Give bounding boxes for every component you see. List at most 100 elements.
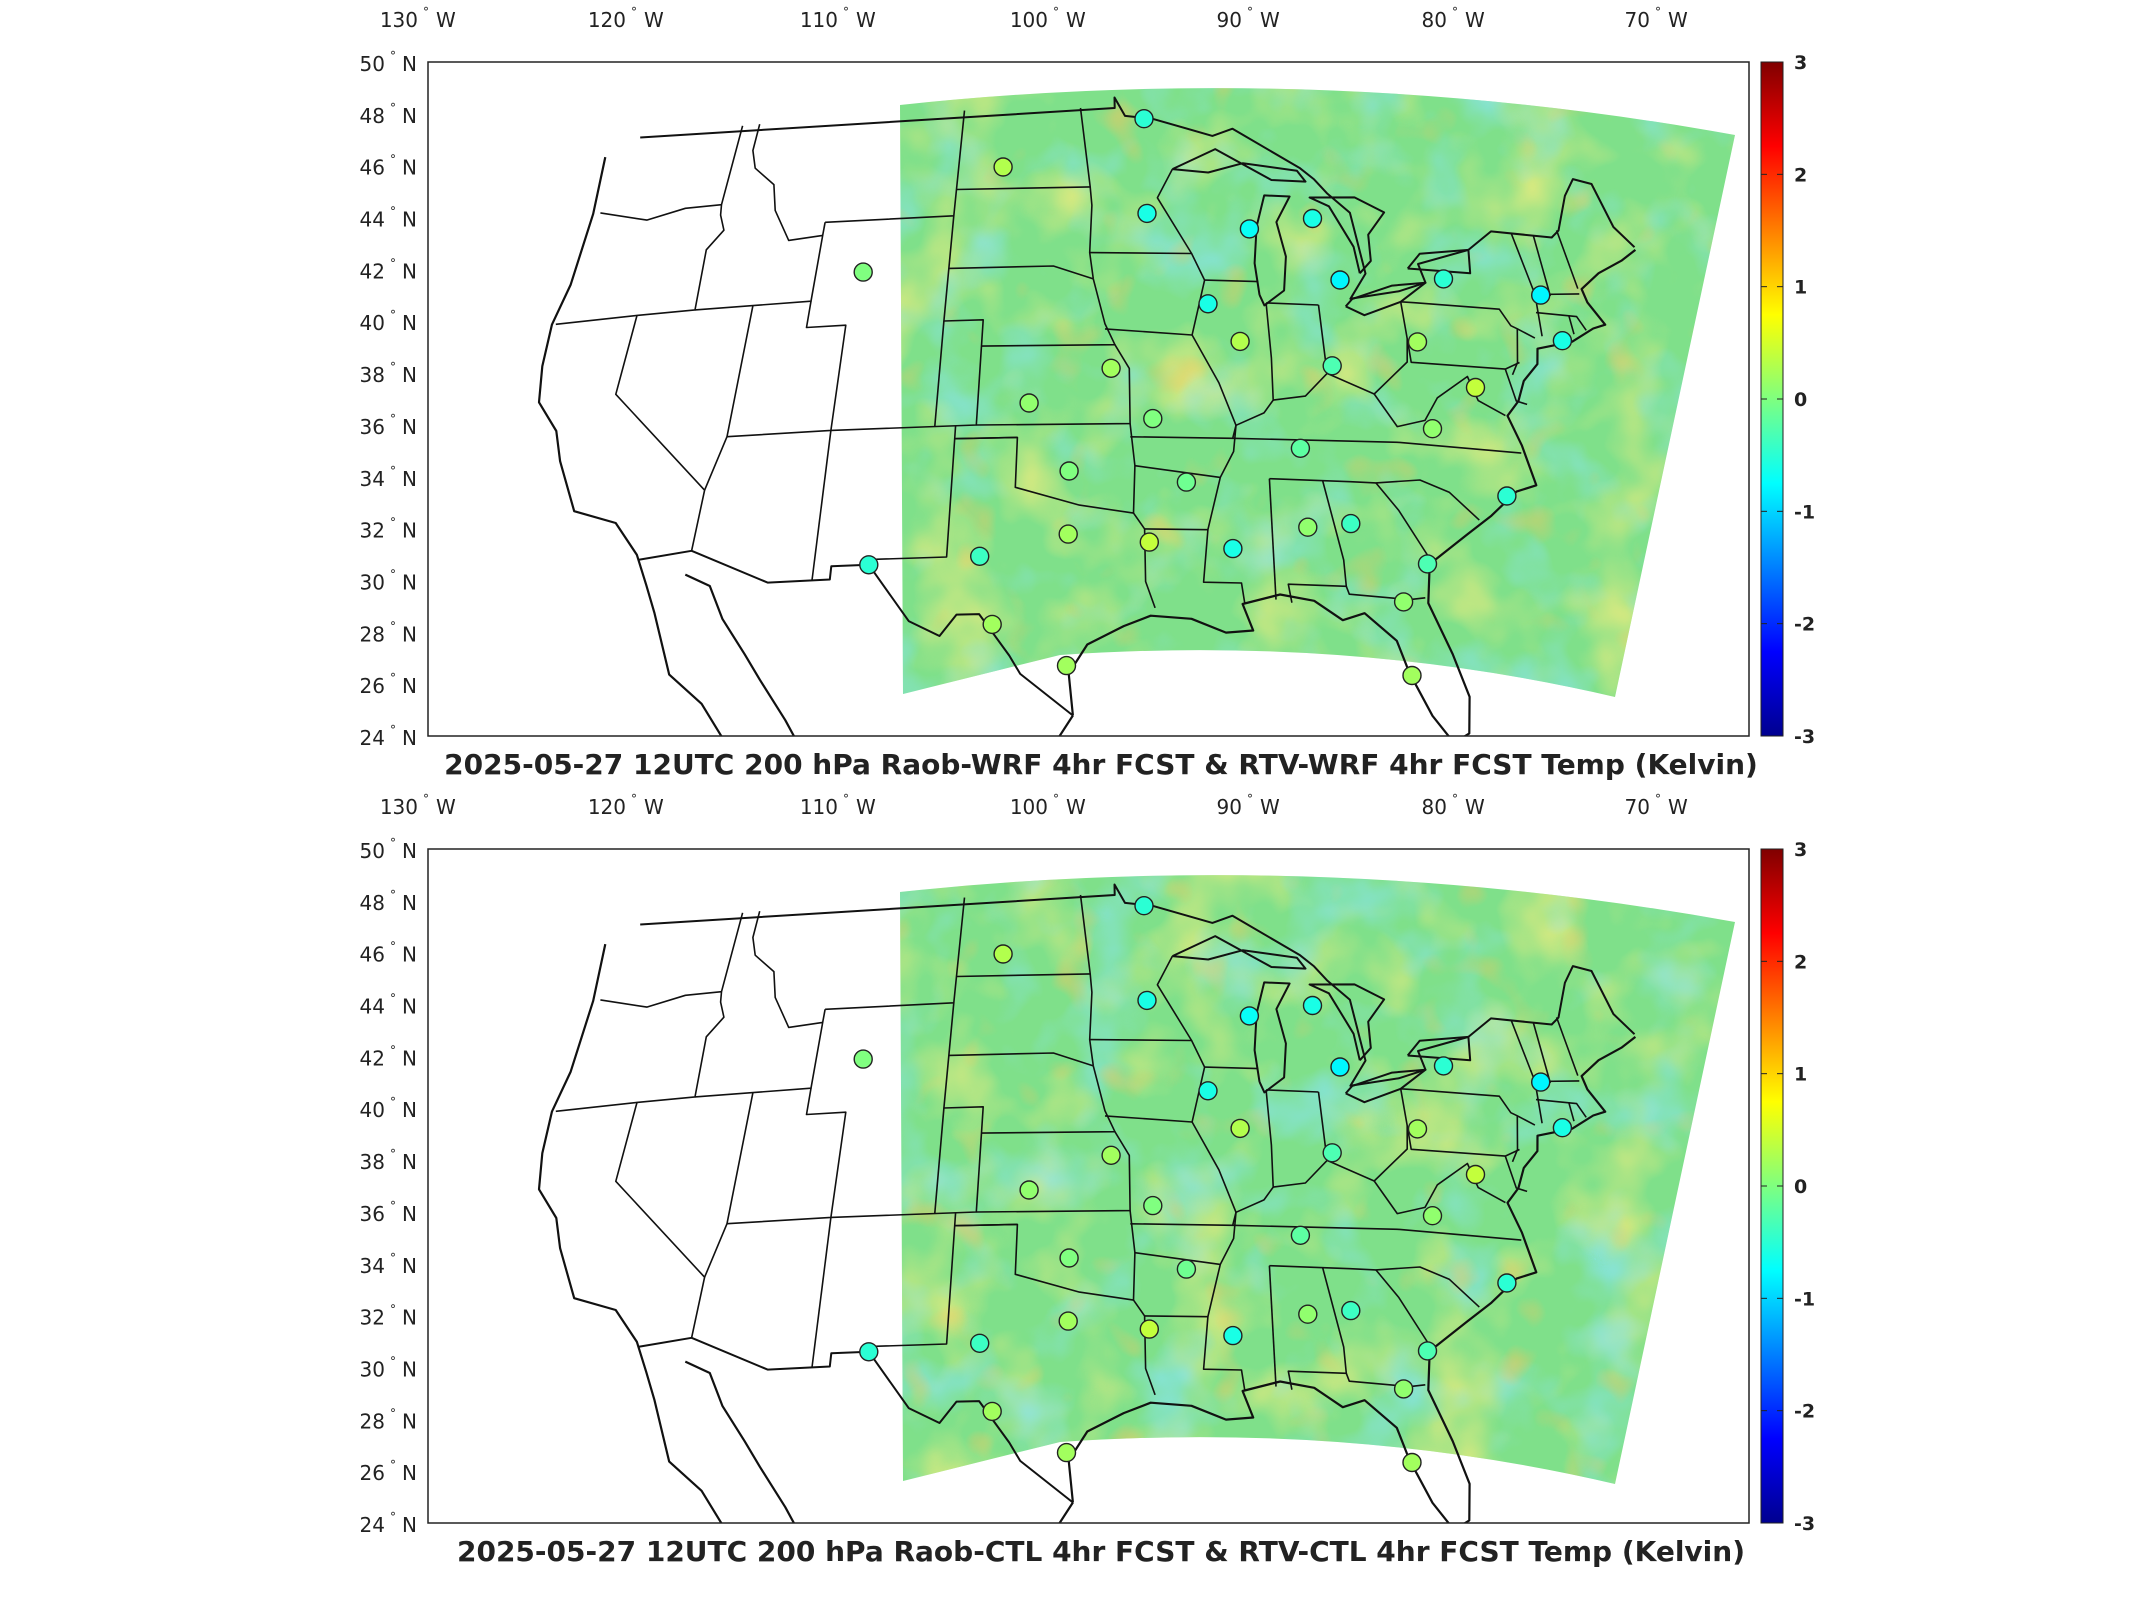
- station-marker: [859, 1342, 879, 1362]
- degree-symbol: °: [390, 723, 396, 737]
- state-boundary: [956, 186, 1091, 191]
- lon-tick-bottom-4: 90 ° W: [1217, 792, 1280, 819]
- degree-symbol: °: [390, 1510, 396, 1524]
- station-markers-top: [853, 108, 1573, 686]
- state-boundary: [811, 1217, 832, 1368]
- state-boundary: [1144, 528, 1208, 531]
- lat-tick-bottom-11: 28 ° N: [360, 1406, 417, 1433]
- station-marker: [1134, 896, 1154, 916]
- station-marker: [1407, 1119, 1428, 1139]
- lat-tick-bottom-10: 30 ° N: [360, 1354, 417, 1381]
- lat-tick-bottom-4: 42 ° N: [360, 1043, 417, 1070]
- lat-tick-value: 36: [360, 415, 385, 439]
- lon-tick-value: 110: [800, 795, 838, 819]
- station-marker: [1137, 203, 1157, 224]
- lat-tick-suffix: N: [402, 1046, 417, 1070]
- state-boundary: [1079, 107, 1095, 280]
- lon-tick-suffix: W: [1465, 795, 1485, 819]
- state-boundary: [1134, 1251, 1221, 1266]
- colorbar-tick-label: -2: [1794, 1401, 1815, 1423]
- station-marker: [1402, 665, 1422, 686]
- lat-tick-value: 48: [360, 104, 385, 128]
- state-boundary: [1232, 1224, 1522, 1241]
- station-marker: [1417, 1341, 1438, 1361]
- station-marker: [1530, 285, 1551, 305]
- station-marker: [1465, 377, 1486, 398]
- colorbar-tick-label: -3: [1794, 1513, 1815, 1535]
- state-boundary: [694, 910, 824, 1098]
- state-boundary: [1555, 1017, 1579, 1076]
- coastline-segment: [1058, 714, 1074, 736]
- station-marker: [1198, 294, 1218, 314]
- lat-tick-top-8: 34 ° N: [360, 464, 417, 491]
- station-marker: [1101, 1145, 1121, 1166]
- lat-tick-suffix: N: [402, 104, 417, 128]
- state-boundary: [1532, 1022, 1552, 1084]
- lat-tick-suffix: N: [402, 259, 417, 283]
- lat-tick-suffix: N: [402, 519, 417, 543]
- lat-tick-value: 42: [360, 1046, 385, 1070]
- degree-symbol: °: [631, 792, 637, 806]
- colorbar-tick-label: -2: [1794, 614, 1815, 636]
- state-boundary: [1326, 1088, 1408, 1182]
- state-boundary: [830, 1002, 984, 1219]
- coastline-segment: [684, 573, 796, 736]
- colorbar-tick-label: 1: [1794, 1064, 1807, 1086]
- degree-symbol: °: [390, 1303, 396, 1317]
- lon-tick-value: 110: [800, 8, 838, 32]
- state-boundary: [1266, 302, 1319, 306]
- degree-symbol: °: [390, 1458, 396, 1472]
- state-boundary: [976, 1131, 1131, 1213]
- state-boundary: [1535, 1098, 1587, 1118]
- colorbar-tick-label: -1: [1794, 1288, 1815, 1310]
- lon-tick-value: 90: [1217, 795, 1242, 819]
- lat-tick-suffix: N: [402, 1357, 417, 1381]
- state-boundary: [956, 973, 1091, 978]
- lon-tick-suffix: W: [1668, 795, 1688, 819]
- lat-tick-bottom-3: 44 ° N: [360, 992, 417, 1019]
- station-marker: [1239, 219, 1260, 239]
- lat-tick-suffix: N: [402, 1513, 417, 1537]
- degree-symbol: °: [390, 464, 396, 478]
- lon-tick-top-4: 90 ° W: [1217, 5, 1280, 32]
- station-marker: [1422, 419, 1443, 439]
- border-segment: [1253, 194, 1291, 307]
- station-marker: [1298, 517, 1318, 537]
- colorbar-tick-label: 2: [1794, 164, 1807, 186]
- station-marker: [1058, 1311, 1078, 1331]
- lat-tick-top-5: 40 ° N: [360, 308, 417, 335]
- degree-symbol: °: [390, 516, 396, 530]
- coastline-segment: [537, 156, 723, 736]
- station-marker: [993, 944, 1013, 964]
- lat-tick-top-12: 26 ° N: [360, 671, 417, 698]
- station-marker: [1322, 356, 1342, 376]
- lon-tick-bottom-5: 80 ° W: [1422, 792, 1485, 819]
- lon-tick-suffix: W: [1260, 8, 1280, 32]
- degree-symbol: °: [390, 1147, 396, 1161]
- degree-symbol: °: [1247, 792, 1253, 806]
- map-frame-top: [427, 61, 1750, 737]
- colorbar-top: 3 2 1 0 -1 -2 -3: [1760, 52, 1815, 748]
- state-boundary: [1266, 1089, 1319, 1093]
- station-marker: [1298, 1304, 1318, 1324]
- station-markers-bottom: [853, 896, 1573, 1473]
- state-boundary: [1555, 230, 1579, 289]
- lon-tick-suffix: W: [1066, 795, 1086, 819]
- station-marker: [1101, 358, 1121, 378]
- state-boundary: [1535, 311, 1587, 331]
- degree-symbol: °: [390, 836, 396, 850]
- lat-tick-top-11: 28 ° N: [360, 619, 417, 646]
- border-segment: [637, 1336, 1074, 1504]
- lat-tick-top-1: 48 ° N: [360, 101, 417, 128]
- lat-tick-suffix: N: [402, 1409, 417, 1433]
- lat-tick-suffix: N: [402, 1461, 417, 1485]
- station-marker: [1176, 472, 1197, 492]
- station-marker: [1393, 592, 1414, 612]
- state-boundary: [1132, 512, 1156, 609]
- colorbar-tick-label: -1: [1794, 501, 1815, 523]
- degree-symbol: °: [1655, 5, 1661, 19]
- lat-tick-suffix: N: [402, 1098, 417, 1122]
- state-boundary: [615, 1102, 706, 1338]
- state-boundary: [555, 125, 744, 326]
- state-boundary: [615, 315, 706, 551]
